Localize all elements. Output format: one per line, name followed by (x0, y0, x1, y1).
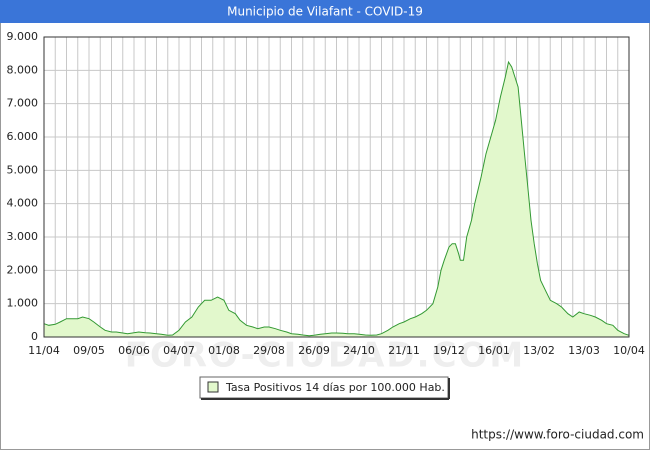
y-tick-label: 4.000 (7, 197, 39, 210)
x-tick-label: 09/05 (73, 344, 105, 357)
x-tick-label: 29/08 (253, 344, 285, 357)
legend-label: Tasa Positivos 14 días por 100.000 Hab. (225, 381, 445, 394)
watermark: FORO-CIUDAD.COM (125, 336, 526, 376)
y-tick-label: 0 (31, 330, 38, 343)
y-tick-label: 1.000 (7, 297, 39, 310)
plot-border (43, 36, 630, 338)
x-tick-label: 13/03 (568, 344, 600, 357)
area-fill (44, 62, 629, 337)
y-tick-label: 9.000 (7, 30, 39, 43)
y-tick-label: 5.000 (7, 163, 39, 176)
x-tick-label: 26/09 (298, 344, 330, 357)
title-bar (0, 0, 650, 23)
x-tick-label: 11/04 (28, 344, 60, 357)
y-tick-label: 7.000 (7, 97, 39, 110)
y-tick-label: 8.000 (7, 63, 39, 76)
x-tick-label: 19/12 (433, 344, 465, 357)
x-tick-label: 01/08 (208, 344, 240, 357)
x-tick-label: 04/07 (163, 344, 195, 357)
x-tick-label: 10/04 (613, 344, 645, 357)
x-tick-label: 24/10 (343, 344, 375, 357)
x-tick-label: 16/01 (478, 344, 510, 357)
y-tick-label: 3.000 (7, 230, 39, 243)
y-tick-label: 2.000 (7, 263, 39, 276)
area-line (43, 60, 630, 337)
chart-title: Municipio de Vilafant - COVID-19 (227, 5, 423, 19)
legend-swatch (207, 381, 219, 393)
source: https://www.foro-ciudad.com (471, 428, 644, 442)
y-tick-label: 6.000 (7, 130, 39, 143)
x-tick-label: 13/02 (523, 344, 555, 357)
x-tick-label: 06/06 (118, 344, 150, 357)
x-tick-label: 21/11 (388, 344, 420, 357)
